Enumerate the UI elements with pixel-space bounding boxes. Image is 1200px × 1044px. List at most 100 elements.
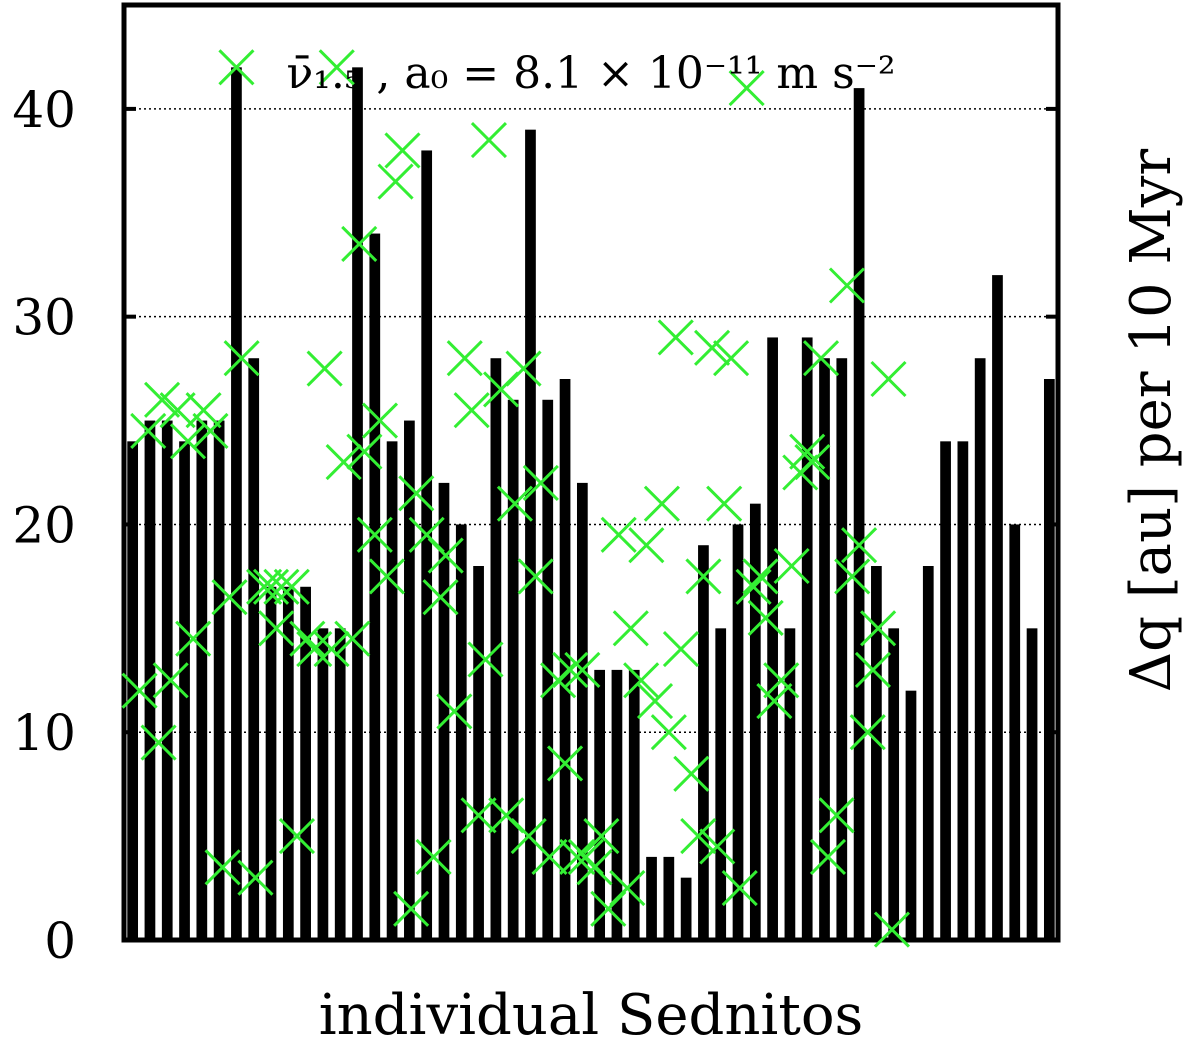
y-axis-label: Δq [au] per 10 Myr — [1119, 149, 1184, 693]
marker-x — [834, 558, 871, 595]
bar — [853, 88, 865, 941]
marker-x — [130, 412, 167, 450]
bar — [767, 337, 778, 940]
bar — [317, 628, 329, 940]
marker-x — [175, 620, 212, 657]
marker-x — [531, 838, 568, 875]
bar — [300, 586, 311, 940]
marker-x — [446, 340, 483, 377]
bar — [231, 67, 242, 941]
marker-x — [546, 745, 584, 782]
bar — [663, 856, 675, 940]
marker-x — [802, 340, 840, 377]
bar — [784, 628, 796, 940]
bar — [507, 399, 519, 940]
bar — [836, 358, 848, 940]
marker-x — [334, 620, 371, 657]
bar — [127, 441, 139, 940]
marker-x — [398, 475, 435, 512]
bar — [248, 358, 260, 940]
bar — [559, 379, 571, 940]
y-tick-label: 40 — [12, 81, 76, 139]
marker-x — [246, 568, 283, 605]
bar — [749, 503, 761, 940]
marker-x — [818, 797, 855, 834]
bar — [265, 586, 277, 940]
marker-x — [346, 433, 383, 470]
y-tick-label: 20 — [12, 496, 76, 554]
marker-x — [721, 869, 758, 907]
marker-x — [873, 911, 911, 948]
marker-x — [211, 579, 248, 616]
bar — [646, 856, 657, 940]
marker-x — [609, 869, 646, 907]
bar — [196, 420, 208, 940]
marker-x — [828, 267, 866, 304]
marker-x — [496, 485, 533, 522]
marker-x — [368, 558, 405, 595]
marker-x — [564, 651, 601, 688]
bar — [179, 441, 190, 940]
bar — [352, 67, 363, 941]
bar — [888, 628, 900, 940]
marker-x — [756, 682, 793, 720]
bars — [127, 67, 1055, 941]
marker-x — [643, 485, 680, 522]
marker-x — [870, 360, 907, 398]
marker-x — [341, 225, 378, 263]
marker-x — [422, 579, 459, 616]
bar — [992, 275, 1003, 941]
marker-x — [860, 610, 897, 647]
marker-x — [318, 49, 355, 86]
chart-title: ν̄₁.₅ , a₀ = 8.1 × 10⁻¹¹ m s⁻² — [286, 48, 895, 99]
marker-x — [415, 838, 452, 875]
bar — [940, 441, 951, 940]
marker-x — [192, 412, 229, 450]
marker-x — [623, 662, 660, 699]
marker-x — [600, 516, 637, 553]
gridlines — [124, 108, 1058, 733]
marker-x — [576, 849, 613, 886]
bar — [801, 337, 813, 940]
bar — [282, 586, 294, 940]
marker-x — [680, 818, 717, 855]
bar — [905, 690, 917, 940]
bar — [715, 628, 727, 940]
marker-x — [223, 340, 260, 377]
marker-x — [657, 319, 694, 356]
bar — [161, 420, 173, 940]
marker-x — [522, 464, 559, 501]
marker-x — [794, 444, 831, 481]
marker-x — [263, 568, 300, 605]
bar — [1009, 524, 1021, 940]
bar — [334, 628, 346, 940]
marker-x — [313, 631, 350, 668]
marker-x — [460, 797, 497, 834]
bar — [594, 669, 606, 940]
marker-x — [427, 537, 464, 574]
marker-x — [673, 755, 710, 792]
marker-x — [218, 49, 255, 86]
marker-x — [809, 838, 847, 875]
marker-x — [763, 662, 800, 699]
bar — [628, 669, 640, 940]
marker-x — [393, 890, 430, 927]
marker-x — [306, 350, 343, 387]
marker-x — [612, 610, 649, 647]
y-tick-label: 0 — [44, 912, 76, 970]
marker-x — [356, 516, 393, 553]
marker-x — [552, 651, 589, 688]
marker-x — [694, 329, 731, 366]
marker-x — [325, 444, 362, 481]
bar — [421, 150, 433, 940]
marker-x — [436, 693, 473, 730]
bar — [438, 482, 450, 940]
marker-x — [278, 818, 316, 855]
marker-x — [706, 485, 743, 522]
marker-x — [289, 620, 326, 657]
bar — [871, 566, 882, 940]
bar — [525, 129, 536, 940]
marker-x — [453, 392, 490, 429]
bar — [922, 566, 934, 940]
